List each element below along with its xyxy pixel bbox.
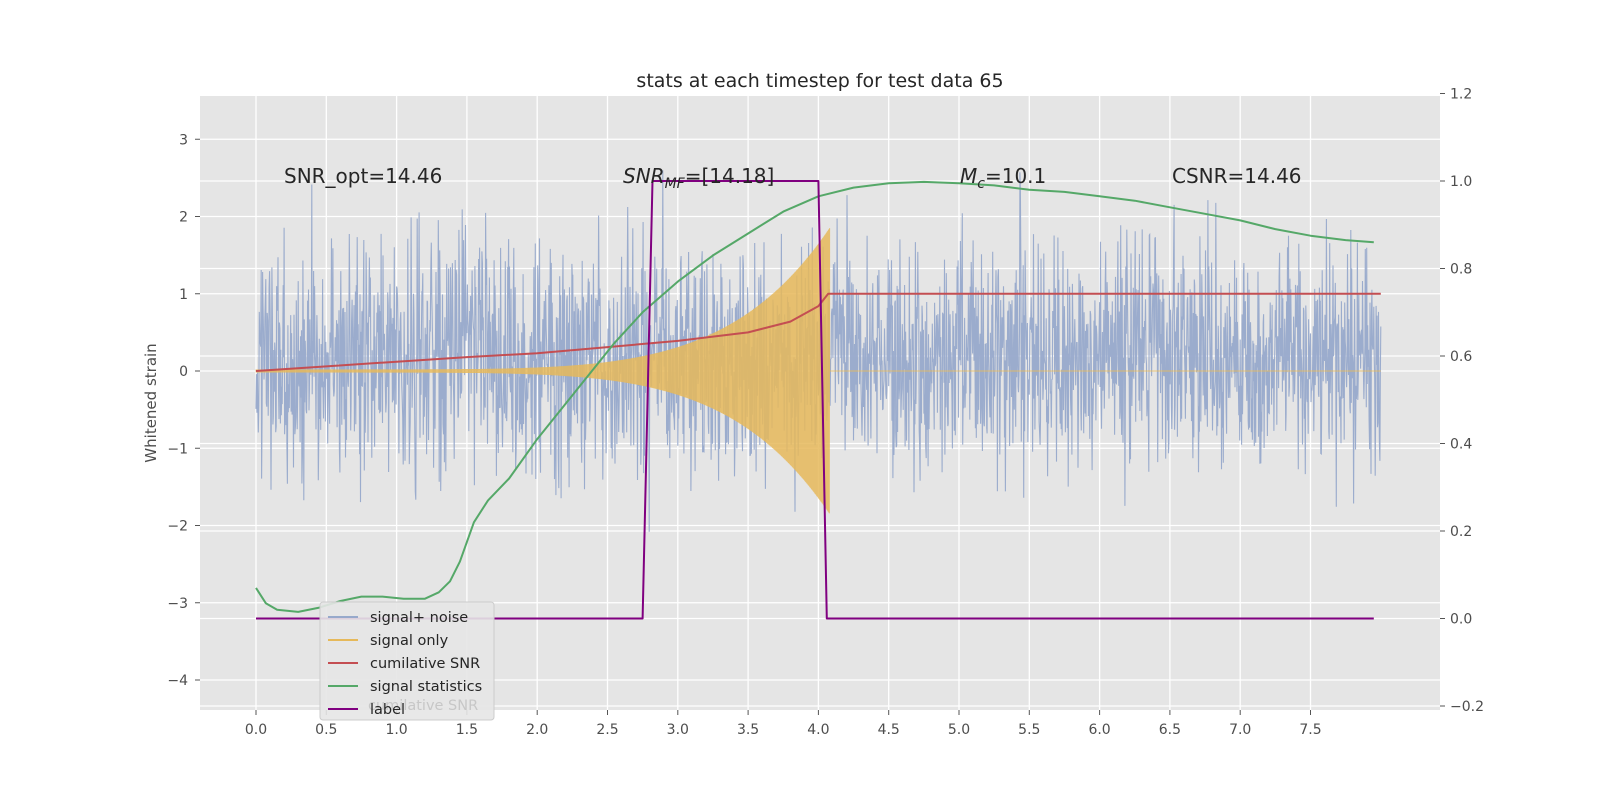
x-tick-label-14: 7.0: [1229, 722, 1251, 738]
series-signal-statistics: [255, 180, 1374, 613]
y2-tick-label-4: 0.6: [1450, 349, 1472, 365]
x-tick-label-4: 2.0: [526, 722, 548, 738]
y-tick-label-2: −2: [167, 519, 188, 535]
legend-label-cumilative-snr: cumilative SNR: [370, 656, 480, 672]
x-tick-label-9: 4.5: [878, 722, 900, 738]
legend-label-signal-noise: signal+ noise: [370, 610, 468, 626]
x-tick-label-3: 1.5: [456, 722, 478, 738]
y2-tick-label-2: 0.2: [1450, 524, 1472, 540]
x-tick-label-8: 4.0: [807, 722, 829, 738]
y2-tick-label-1: 0.0: [1450, 612, 1472, 628]
series-cumilative-snr: [255, 292, 1381, 372]
y2-tick-label-6: 1.0: [1450, 174, 1472, 190]
y2-tick-label-5: 0.8: [1450, 262, 1472, 278]
x-tick-label-7: 3.5: [737, 722, 759, 738]
y2-tick-label-0: −0.2: [1450, 699, 1484, 715]
legend-box: [319, 601, 495, 721]
annotation-csnr: CSNR=14.46: [1172, 164, 1302, 188]
legend-label-label: label: [370, 702, 405, 718]
y-tick-label-0: −4: [167, 673, 188, 689]
x-tick-label-15: 7.5: [1299, 722, 1321, 738]
y-tick-label-1: −3: [167, 596, 188, 612]
annotation-snr-mf: SNRMF=[14.18]: [623, 164, 774, 192]
x-tick-label-1: 0.5: [315, 722, 337, 738]
chart-title: stats at each timestep for test data 65: [636, 70, 1003, 92]
x-tick-label-13: 6.5: [1159, 722, 1181, 738]
series-signal-only: [255, 228, 1381, 514]
x-tick-label-6: 3.0: [667, 722, 689, 738]
x-tick-label-5: 2.5: [596, 722, 618, 738]
annotation-snr-mf-main: SNR: [623, 164, 665, 188]
legend: cumilative SNR signal+ noise signal only c…: [319, 601, 495, 721]
x-tick-label-2: 1.0: [385, 722, 407, 738]
y-tick-label-4: 0: [179, 364, 188, 380]
x-tick-label-11: 5.5: [1018, 722, 1040, 738]
annotation-snr-opt: SNR_opt=14.46: [284, 164, 442, 188]
series-label: [256, 180, 1374, 620]
annotation-mc-sub: c: [977, 176, 985, 192]
y2-tick-label-3: 0.4: [1450, 437, 1472, 453]
x-tick-label-12: 6.0: [1088, 722, 1110, 738]
legend-label-signal-statistics: signal statistics: [370, 679, 482, 695]
x-tick-label-0: 0.0: [245, 722, 267, 738]
legend-label-signal-only: signal only: [370, 633, 449, 649]
annotation-snr-mf-value: =[14.18]: [685, 164, 775, 188]
y-tick-label-6: 2: [179, 210, 188, 226]
y-tick-label-3: −1: [167, 441, 188, 457]
y-tick-label-5: 1: [179, 287, 188, 303]
annotation-mc: Mc=10.1: [960, 164, 1046, 192]
legend-hidden-text: cumilative SNR: [368, 698, 478, 714]
annotation-snr-mf-sub: MF: [665, 176, 686, 192]
series-layer: [255, 170, 1382, 620]
x-tick-label-10: 5.0: [948, 722, 970, 738]
annotation-mc-main: M: [960, 164, 977, 188]
y2-tick-label-7: 1.2: [1450, 87, 1472, 103]
axes: 0.0 0.5 1.0 1.5 2.0 2.5 3.0 3.5 4.0 4.5 5.0 5.5 6.0 6…: [167, 87, 1484, 739]
annotation-mc-value: =10.1: [985, 164, 1046, 188]
annotations: SNR_opt=14.46 SNRMF=[14.18] Mc=10.1 CSNR…: [284, 164, 1302, 192]
y-tick-label-7: 3: [179, 132, 188, 148]
y-axis-label: Whitened strain: [142, 343, 160, 462]
